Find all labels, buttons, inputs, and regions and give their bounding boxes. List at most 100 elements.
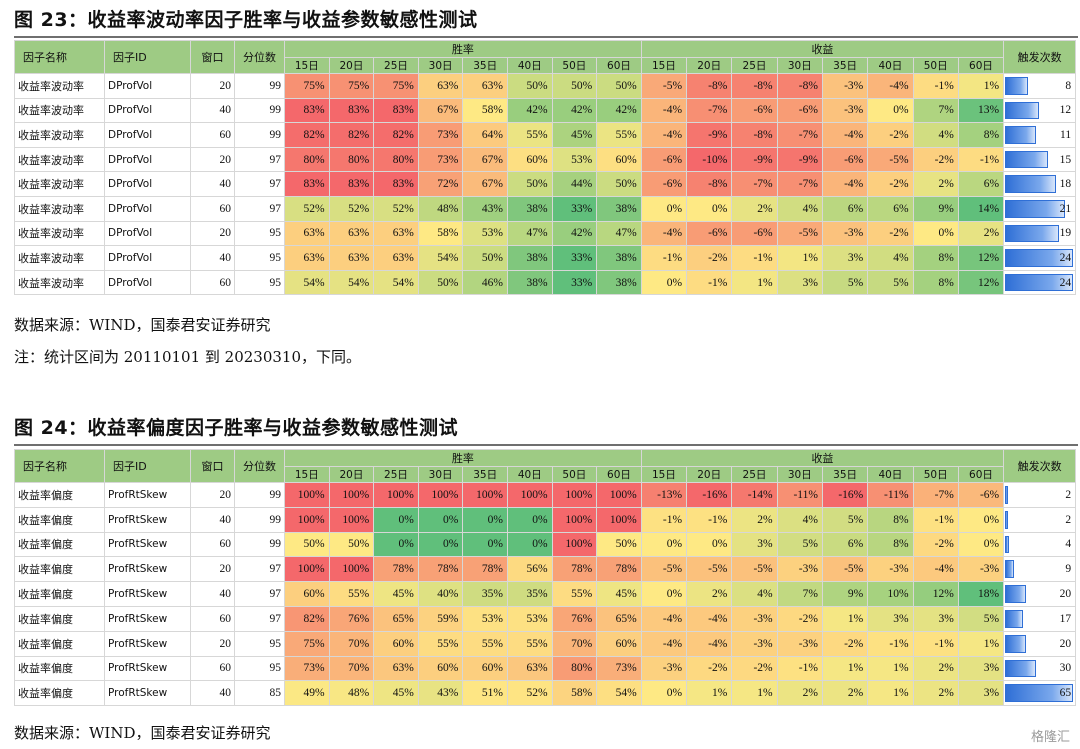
return-cell: 8% <box>957 122 1005 148</box>
win-subheader-7: 60日 <box>596 57 642 74</box>
return-cell: 0% <box>957 531 1005 558</box>
return-cell: 1% <box>776 245 823 271</box>
factor-name-cell: 收益率偏度 <box>14 680 105 707</box>
trigger-count-bar <box>1005 634 1027 653</box>
return-cell: 3% <box>957 655 1005 682</box>
factor-id-cell: ProfRtSkew <box>104 655 191 682</box>
win-rate-cell: 40% <box>417 581 464 607</box>
figure-24-table: 因子名称 因子ID 窗口 分位数 胜率 收益 触发次数 15日 20日 25日 30日 35日 40日 5… <box>14 449 1077 707</box>
return-cell: -4% <box>640 122 688 148</box>
return-cell: -5% <box>821 556 869 583</box>
win-rate-cell: 63% <box>328 220 375 247</box>
trigger-count-value: 12 <box>1059 104 1072 117</box>
return-cell: 4% <box>731 581 778 607</box>
win-rate-cell: 33% <box>551 245 598 271</box>
ret-subheader-1: 20日 <box>686 57 733 74</box>
factor-id-cell: ProfRtSkew <box>104 630 191 657</box>
return-cell: 7% <box>776 581 823 607</box>
return-cell: 3% <box>821 245 869 271</box>
quantile-cell: 99 <box>234 73 285 99</box>
return-cell: 2% <box>731 506 778 533</box>
win-subheader-2: 25日 <box>373 57 419 74</box>
win-rate-cell: 0% <box>373 506 419 533</box>
win-rate-cell: 54% <box>417 245 464 271</box>
return-cell: -7% <box>776 171 823 197</box>
return-cell: -3% <box>776 556 823 583</box>
header-trigger-count: 触发次数 <box>1003 40 1077 74</box>
window-cell: 40 <box>190 97 235 124</box>
trigger-count-value: 8 <box>1065 79 1072 92</box>
window-cell: 60 <box>190 122 235 148</box>
win-rate-cell: 100% <box>462 482 508 508</box>
header-factor-id: 因子ID <box>104 449 191 483</box>
return-cell: -9% <box>776 146 823 173</box>
table-row: 收益率偏度 ProfRtSkew 20 97 100% 100% 78% 78% 78% 56% 7… <box>14 556 1077 583</box>
return-cell: -2% <box>686 655 733 682</box>
return-cell: 8% <box>912 269 959 296</box>
ret-subheader-0: 15日 <box>640 466 688 483</box>
header-factor-name: 因子名称 <box>14 449 105 483</box>
trigger-count-value: 17 <box>1059 612 1072 625</box>
win-rate-cell: 83% <box>373 171 419 197</box>
trigger-count-value: 65 <box>1059 687 1072 700</box>
win-rate-cell: 72% <box>417 171 464 197</box>
trigger-count-cell: 18 <box>1003 171 1077 197</box>
return-cell: -8% <box>686 73 733 99</box>
trigger-count-cell: 30 <box>1003 655 1077 682</box>
factor-id-cell: ProfRtSkew <box>104 506 191 533</box>
return-cell: 3% <box>776 269 823 296</box>
header-trigger-count: 触发次数 <box>1003 449 1077 483</box>
ret-subheader-6: 50日 <box>912 466 959 483</box>
quantile-cell: 97 <box>234 556 285 583</box>
figure-24-source: 数据来源：WIND，国泰君安证券研究 <box>14 724 271 742</box>
win-rate-cell: 63% <box>284 220 330 247</box>
win-rate-cell: 78% <box>417 556 464 583</box>
win-rate-cell: 50% <box>506 171 553 197</box>
win-rate-cell: 46% <box>462 269 508 296</box>
quantile-cell: 85 <box>234 680 285 707</box>
win-rate-cell: 78% <box>462 556 508 583</box>
trigger-count-bar <box>1005 77 1029 95</box>
win-rate-cell: 65% <box>373 605 419 632</box>
win-rate-cell: 67% <box>462 171 508 197</box>
ret-subheader-3: 30日 <box>776 57 823 74</box>
win-rate-cell: 80% <box>373 146 419 173</box>
header-win-rate: 胜率 <box>284 40 642 58</box>
return-cell: 6% <box>867 195 914 222</box>
win-subheader-3: 30日 <box>417 57 464 74</box>
table-row: 收益率偏度 ProfRtSkew 60 99 50% 50% 0% 0% 0% 0% 100% 50%… <box>14 531 1077 558</box>
win-rate-cell: 55% <box>417 630 464 657</box>
return-cell: 4% <box>776 195 823 222</box>
factor-id-cell: DProfVol <box>104 195 191 222</box>
win-rate-cell: 0% <box>462 506 508 533</box>
win-rate-cell: 63% <box>328 245 375 271</box>
trigger-count-bar <box>1005 126 1037 144</box>
return-cell: 1% <box>957 73 1005 99</box>
return-cell: 12% <box>912 581 959 607</box>
factor-name-cell: 收益率偏度 <box>14 581 105 607</box>
trigger-count-cell: 2 <box>1003 482 1077 508</box>
return-cell: -4% <box>686 605 733 632</box>
win-rate-cell: 56% <box>506 556 553 583</box>
win-rate-cell: 38% <box>596 195 642 222</box>
win-rate-cell: 100% <box>284 556 330 583</box>
window-cell: 60 <box>190 655 235 682</box>
win-rate-cell: 44% <box>551 171 598 197</box>
table-row: 收益率偏度 ProfRtSkew 40 99 100% 100% 0% 0% 0% 0% 100% 1… <box>14 506 1077 533</box>
return-cell: -6% <box>821 146 869 173</box>
trigger-count-cell: 4 <box>1003 531 1077 558</box>
trigger-count-cell: 12 <box>1003 97 1077 124</box>
win-rate-cell: 60% <box>284 581 330 607</box>
ret-subheader-2: 25日 <box>731 57 778 74</box>
return-cell: 4% <box>912 122 959 148</box>
table-row: 收益率波动率 DProfVol 40 95 63% 63% 63% 54% 50% 38% 33% 3… <box>14 245 1077 271</box>
trigger-count-cell: 21 <box>1003 195 1077 222</box>
quantile-cell: 97 <box>234 195 285 222</box>
win-rate-cell: 53% <box>462 220 508 247</box>
window-cell: 40 <box>190 506 235 533</box>
return-cell: 0% <box>640 581 688 607</box>
win-rate-cell: 52% <box>284 195 330 222</box>
trigger-count-cell: 15 <box>1003 146 1077 173</box>
figure-24-title: 图 24：收益率偏度因子胜率与收益参数敏感性测试 <box>14 417 459 439</box>
win-rate-cell: 55% <box>551 581 598 607</box>
